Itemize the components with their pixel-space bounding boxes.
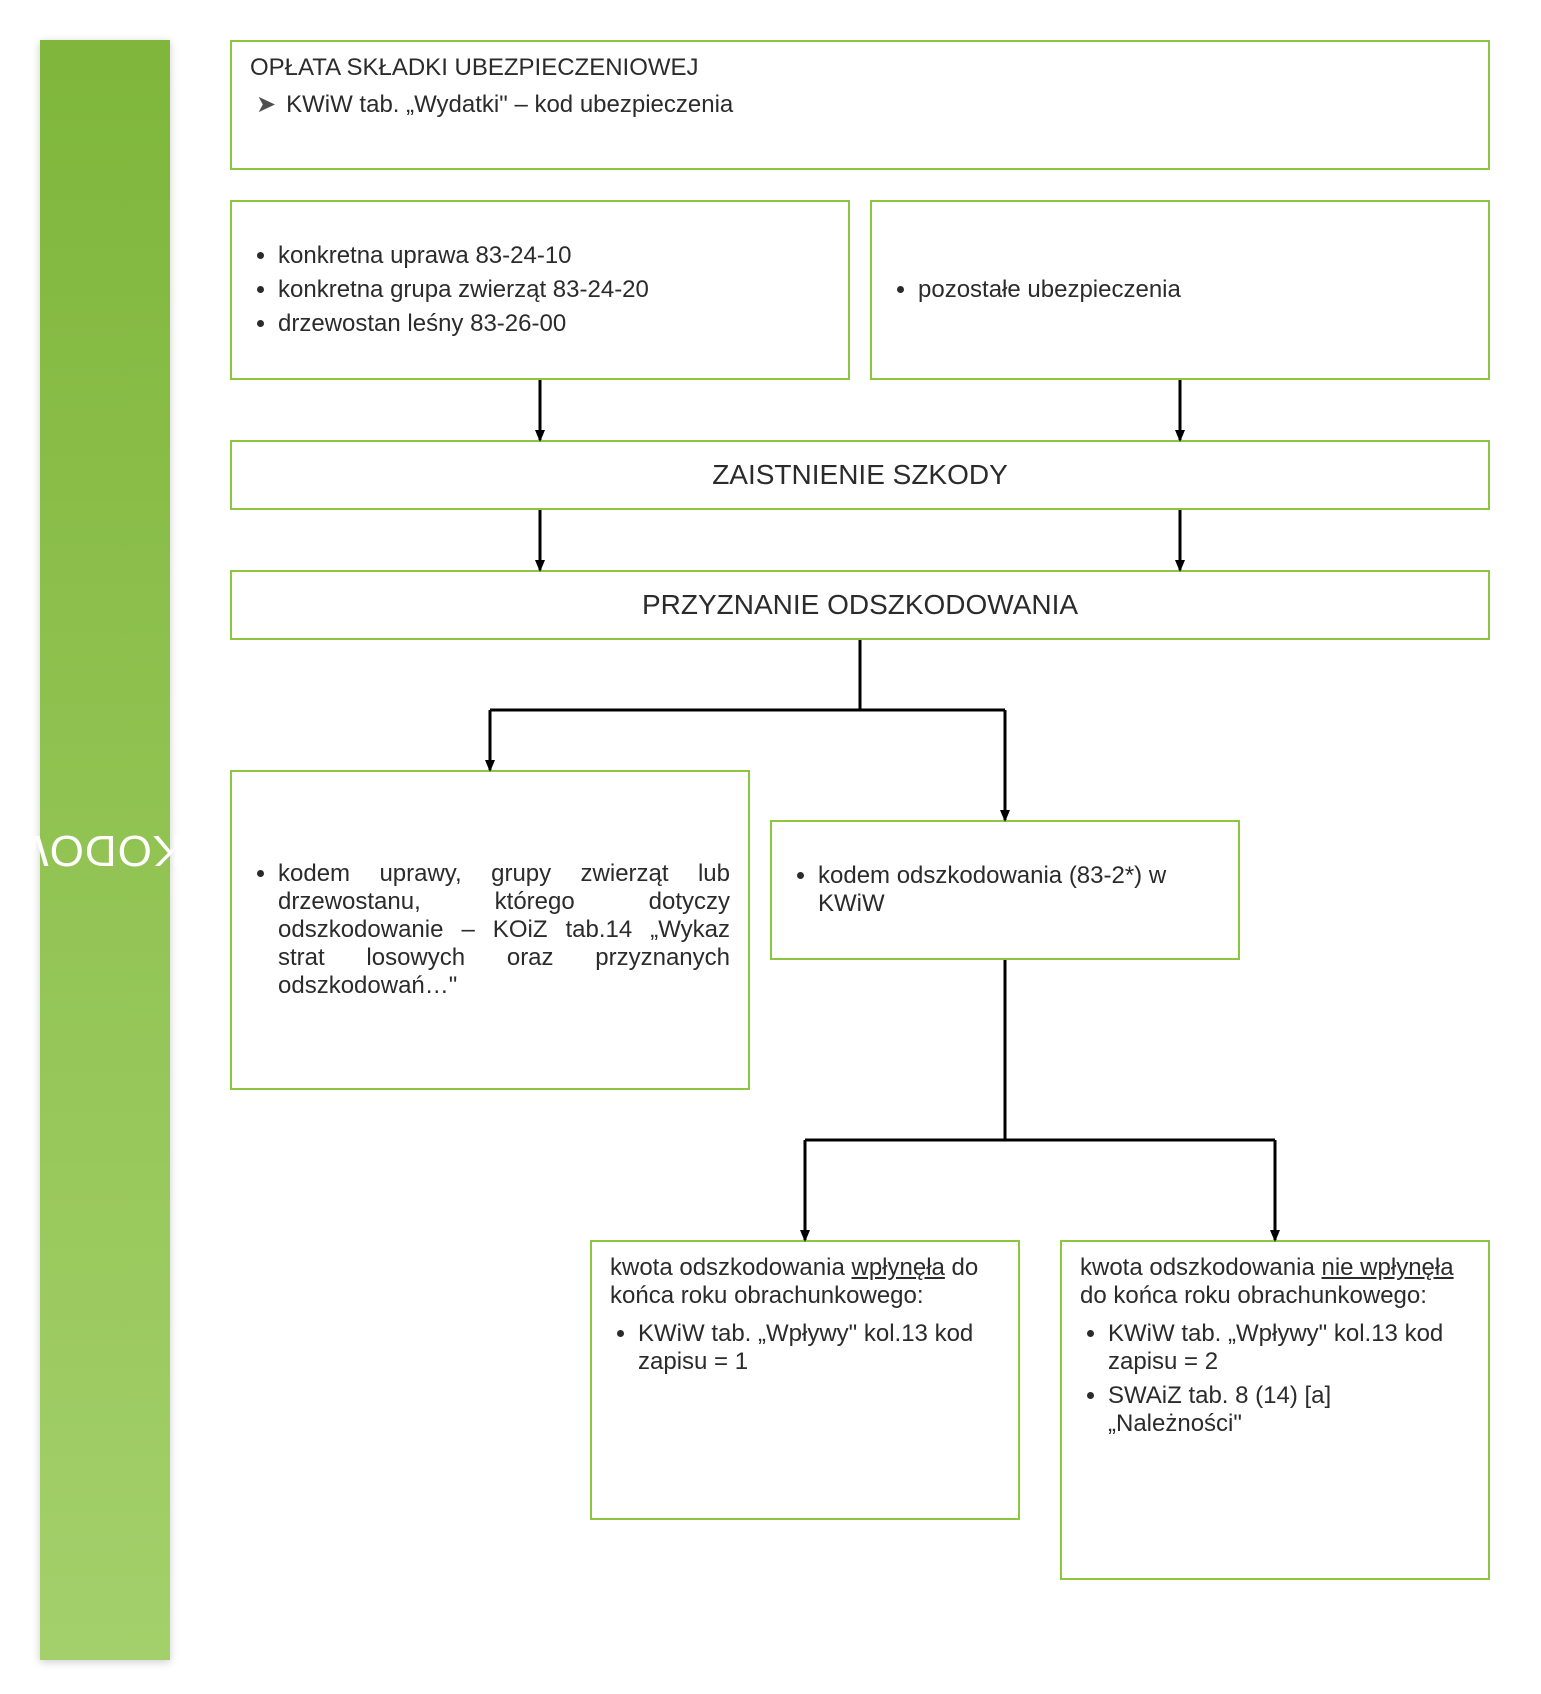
box-kod-uprawy-ul: kodem uprawy, grupy zwierząt lub drzewos…: [250, 854, 730, 1006]
intro-underline: wpłynęła: [851, 1254, 944, 1281]
title-banner: ODSZKODOWANIE: [40, 40, 170, 1660]
list-item: SWAiZ tab. 8 (14) [a] „Należności": [1108, 1382, 1470, 1438]
box-kod-uprawy: kodem uprawy, grupy zwierząt lub drzewos…: [230, 770, 750, 1090]
box-pozostale: pozostałe ubezpieczenia: [870, 200, 1490, 380]
box-zaistnienie-szkody: ZAISTNIENIE SZKODY: [230, 440, 1490, 510]
diagram-stage: ODSZKODOWANIE OPŁATA SKŁADKI UBEZPIECZEN…: [0, 0, 1541, 1694]
list-item: konkretna uprawa 83-24-10: [278, 242, 649, 270]
box-zaistnienie-text: ZAISTNIENIE SZKODY: [712, 459, 1008, 491]
list-item: kodem uprawy, grupy zwierząt lub drzewos…: [278, 860, 730, 1000]
list-item: kodem odszkodowania (83-2*) w KWiW: [818, 862, 1220, 918]
box-oplata-title: OPŁATA SKŁADKI UBEZPIECZENIOWEJ: [250, 54, 1470, 82]
box-oplata-line: KWiW tab. „Wydatki" – kod ubezpieczenia: [250, 90, 1470, 119]
box-wplynela-intro: kwota odszkodowania wpłynęła do końca ro…: [610, 1254, 1000, 1310]
box-kod-odszkodowania-ul: kodem odszkodowania (83-2*) w KWiW: [790, 856, 1220, 924]
box-konkretna-lista: konkretna uprawa 83-24-10 konkretna grup…: [230, 200, 850, 380]
box-przyznanie-text: PRZYZNANIE ODSZKODOWANIA: [642, 589, 1078, 621]
box-wplynela-ul: KWiW tab. „Wpływy" kol.13 kod zapisu = 1: [610, 1320, 1000, 1376]
box-oplata-skladki: OPŁATA SKŁADKI UBEZPIECZENIOWEJ KWiW tab…: [230, 40, 1490, 170]
intro-pre: kwota odszkodowania: [1080, 1254, 1321, 1281]
list-item: drzewostan leśny 83-26-00: [278, 310, 649, 338]
list-item: KWiW tab. „Wpływy" kol.13 kod zapisu = 1: [638, 1320, 1000, 1376]
box-wplynela: kwota odszkodowania wpłynęła do końca ro…: [590, 1240, 1020, 1520]
list-item: KWiW tab. „Wpływy" kol.13 kod zapisu = 2: [1108, 1320, 1470, 1376]
intro-underline: nie wpłynęła: [1321, 1254, 1453, 1281]
list-item: pozostałe ubezpieczenia: [918, 276, 1181, 304]
box-nie-wplynela-intro: kwota odszkodowania nie wpłynęła do końc…: [1080, 1254, 1470, 1310]
box-konkretna-ul: konkretna uprawa 83-24-10 konkretna grup…: [250, 236, 649, 344]
intro-post: do końca roku obrachunkowego:: [1080, 1282, 1427, 1309]
box-pozostale-ul: pozostałe ubezpieczenia: [890, 270, 1181, 310]
box-nie-wplynela-ul: KWiW tab. „Wpływy" kol.13 kod zapisu = 2…: [1080, 1320, 1470, 1438]
list-item: konkretna grupa zwierząt 83-24-20: [278, 276, 649, 304]
intro-pre: kwota odszkodowania: [610, 1254, 851, 1281]
box-kod-odszkodowania: kodem odszkodowania (83-2*) w KWiW: [770, 820, 1240, 960]
box-nie-wplynela: kwota odszkodowania nie wpłynęła do końc…: [1060, 1240, 1490, 1580]
box-przyznanie-odszkodowania: PRZYZNANIE ODSZKODOWANIA: [230, 570, 1490, 640]
